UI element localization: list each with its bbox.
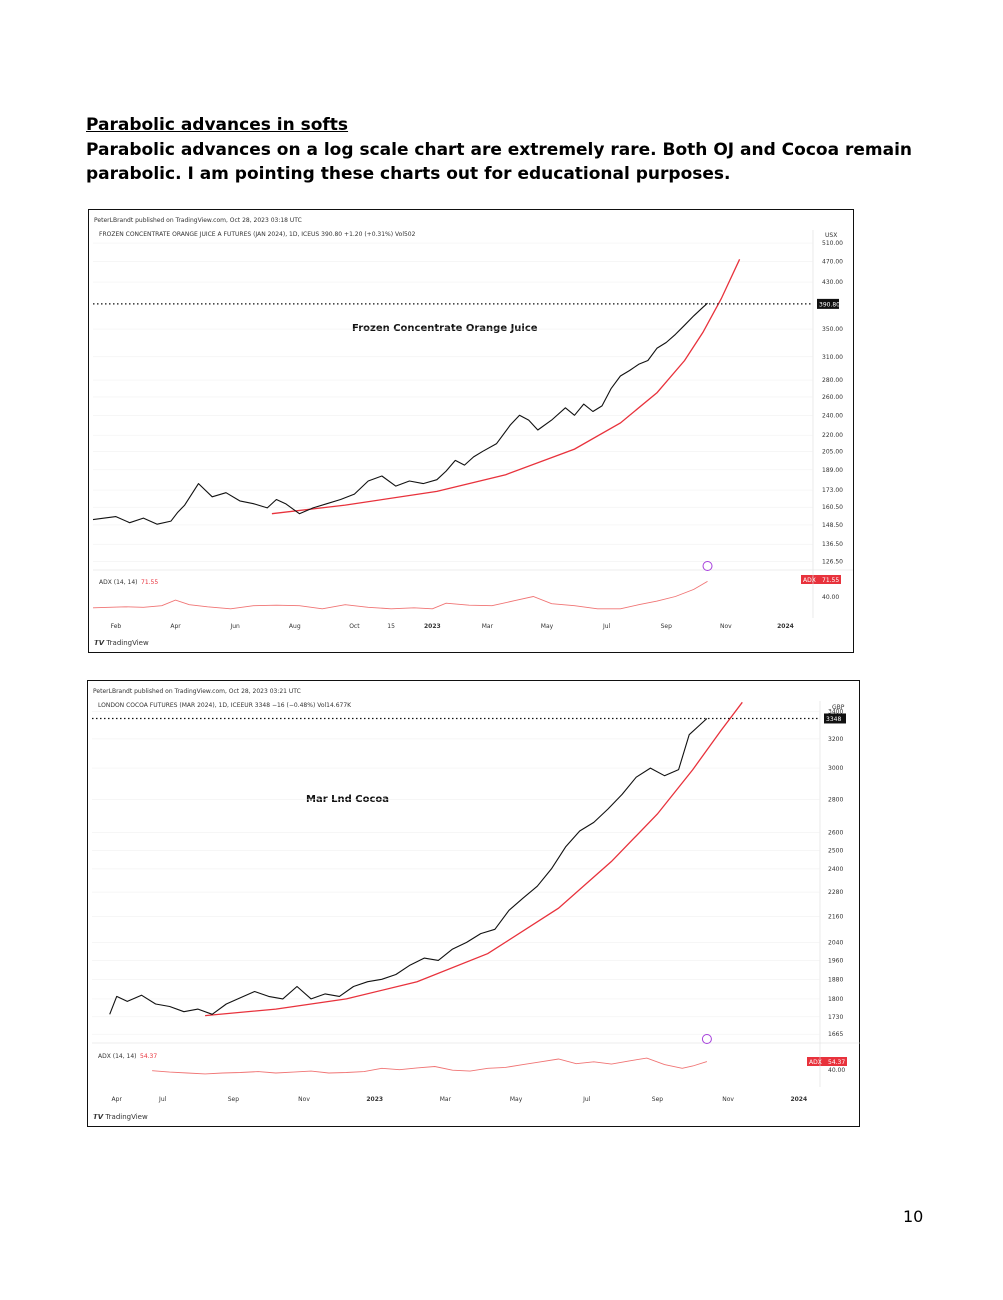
y-tick-label: 2600 (828, 830, 843, 837)
parabolic-curve (205, 701, 743, 1017)
adx-axis-tick: 40.00 (822, 594, 839, 601)
y-tick-label: 1880 (828, 976, 843, 983)
y-tick-label: 126.50 (822, 559, 843, 566)
x-tick-label: Nov (722, 1096, 734, 1103)
oj-chart: PeterLBrandt published on TradingView.co… (92, 217, 853, 647)
x-tick-label: Nov (298, 1096, 310, 1103)
price-line (92, 302, 708, 525)
x-tick-label: Mar (482, 623, 494, 630)
y-tick-label: 310.00 (822, 354, 843, 361)
y-tick-label: 2160 (828, 914, 843, 921)
event-marker-icon (701, 1034, 712, 1044)
event-marker-icon (702, 561, 713, 571)
last-price-badge (824, 713, 846, 724)
tradingview-logo: 𝙏𝙑 TradingView (94, 639, 149, 647)
chart-published-line: PeterLBrandt published on TradingView.co… (94, 217, 302, 224)
y-tick-label: 2500 (828, 847, 843, 854)
y-tick-label: 350.00 (822, 326, 843, 333)
y-tick-label: 280.00 (822, 377, 843, 384)
x-tick-label: 2024 (790, 1096, 807, 1103)
x-tick-label: Aug (289, 623, 301, 630)
y-tick-label: 3400 (828, 709, 843, 716)
y-tick-label: 1960 (828, 957, 843, 964)
adx-line (152, 1057, 708, 1075)
last-price-label: 390.80 (819, 301, 840, 308)
page-number: 10 (903, 1207, 924, 1226)
y-tick-label: 430.00 (822, 279, 843, 286)
section-heading: Parabolic advances in softs (86, 115, 349, 135)
x-tick-label: Apr (170, 623, 181, 630)
x-tick-label: 2023 (366, 1096, 383, 1103)
adx-badge-value: 71.55 (822, 577, 839, 584)
x-tick-label: Jul (158, 1096, 167, 1103)
chart-symbol-line: LONDON COCOA FUTURES (MAR 2024), 1D, ICE… (98, 702, 352, 709)
adx-axis-tick: 40.00 (828, 1067, 845, 1074)
y-tick-label: 148.50 (822, 522, 843, 529)
x-tick-label: Jul (602, 623, 611, 630)
chart-annotation: Frozen Concentrate Orange Juice (352, 323, 538, 334)
tradingview-logo: 𝙏𝙑 TradingView (93, 1113, 148, 1121)
y-tick-label: 160.50 (822, 504, 843, 511)
adx-line (92, 581, 708, 610)
y-tick-label: 2400 (828, 866, 843, 873)
tradingview-logo-text: 𝙏𝙑 TradingView (94, 639, 149, 647)
adx-value-badge: ADX 71.55 (801, 575, 841, 584)
adx-badge-value: 54.37 (828, 1059, 845, 1066)
chart-symbol-line: FROZEN CONCENTRATE ORANGE JUICE A FUTURE… (99, 231, 416, 238)
y-tick-label: 470.00 (822, 259, 843, 266)
x-tick-label: 15 (387, 623, 395, 630)
oj-chart-frame: PeterLBrandt published on TradingView.co… (88, 209, 854, 653)
x-tick-label: Jun (229, 623, 240, 630)
x-tick-label: Feb (111, 623, 122, 630)
y-tick-label: 1665 (828, 1031, 843, 1038)
x-tick-label: Apr (112, 1096, 123, 1103)
currency-label: GBP (832, 704, 845, 711)
adx-value-label: 71.55 (141, 579, 158, 586)
y-tick-label: 189.00 (822, 467, 843, 474)
y-tick-label: 3000 (828, 765, 843, 772)
x-tick-label: May (541, 623, 554, 630)
y-tick-label: 2040 (828, 939, 843, 946)
y-tick-label: 205.00 (822, 448, 843, 455)
tradingview-logo-text: 𝙏𝙑 TradingView (93, 1113, 148, 1121)
y-tick-label: 173.00 (822, 487, 843, 494)
chart-published-line: PeterLBrandt published on TradingView.co… (93, 688, 301, 695)
cocoa-chart-frame: PeterLBrandt published on TradingView.co… (87, 680, 860, 1127)
y-tick-label: 136.50 (822, 541, 843, 548)
last-price-label: 3348 (826, 716, 841, 723)
x-tick-label: Sep (228, 1096, 240, 1103)
y-tick-label: 240.00 (822, 412, 843, 419)
x-tick-label: Nov (720, 623, 732, 630)
adx-value-label: 54.37 (140, 1053, 157, 1060)
adx-label: ADX (14, 14) (98, 1053, 137, 1060)
x-tick-label: May (510, 1096, 523, 1103)
currency-label: USX (825, 232, 837, 239)
y-tick-label: 2800 (828, 796, 843, 803)
y-tick-label: 260.00 (822, 394, 843, 401)
x-tick-label: 2024 (777, 623, 794, 630)
x-tick-label: 2023 (424, 623, 441, 630)
y-tick-label: 1730 (828, 1014, 843, 1021)
adx-badge-bg (801, 575, 841, 584)
last-price-badge (817, 298, 839, 309)
y-tick-label: 3200 (828, 736, 843, 743)
x-tick-label: Oct (349, 623, 360, 630)
adx-value-badge: ADX 54.37 (807, 1057, 847, 1066)
x-tick-label: Jul (582, 1096, 591, 1103)
y-tick-label: 1800 (828, 996, 843, 1003)
adx-label: ADX (14, 14) (99, 579, 138, 586)
x-tick-label: Sep (661, 623, 673, 630)
parabolic-curve (271, 259, 741, 515)
y-tick-label: 2280 (828, 889, 843, 896)
y-tick-label: 510.00 (822, 240, 843, 247)
cocoa-chart: PeterLBrandt published on TradingView.co… (92, 688, 860, 1121)
intro-paragraph: Parabolic advances on a log scale chart … (86, 140, 913, 184)
price-line (109, 718, 708, 1015)
adx-badge-name: ADX (809, 1059, 822, 1066)
x-tick-label: Sep (652, 1096, 664, 1103)
y-tick-label: 220.00 (822, 432, 843, 439)
adx-badge-name: ADX (803, 577, 816, 584)
adx-badge-bg (807, 1057, 847, 1066)
x-tick-label: Mar (440, 1096, 452, 1103)
